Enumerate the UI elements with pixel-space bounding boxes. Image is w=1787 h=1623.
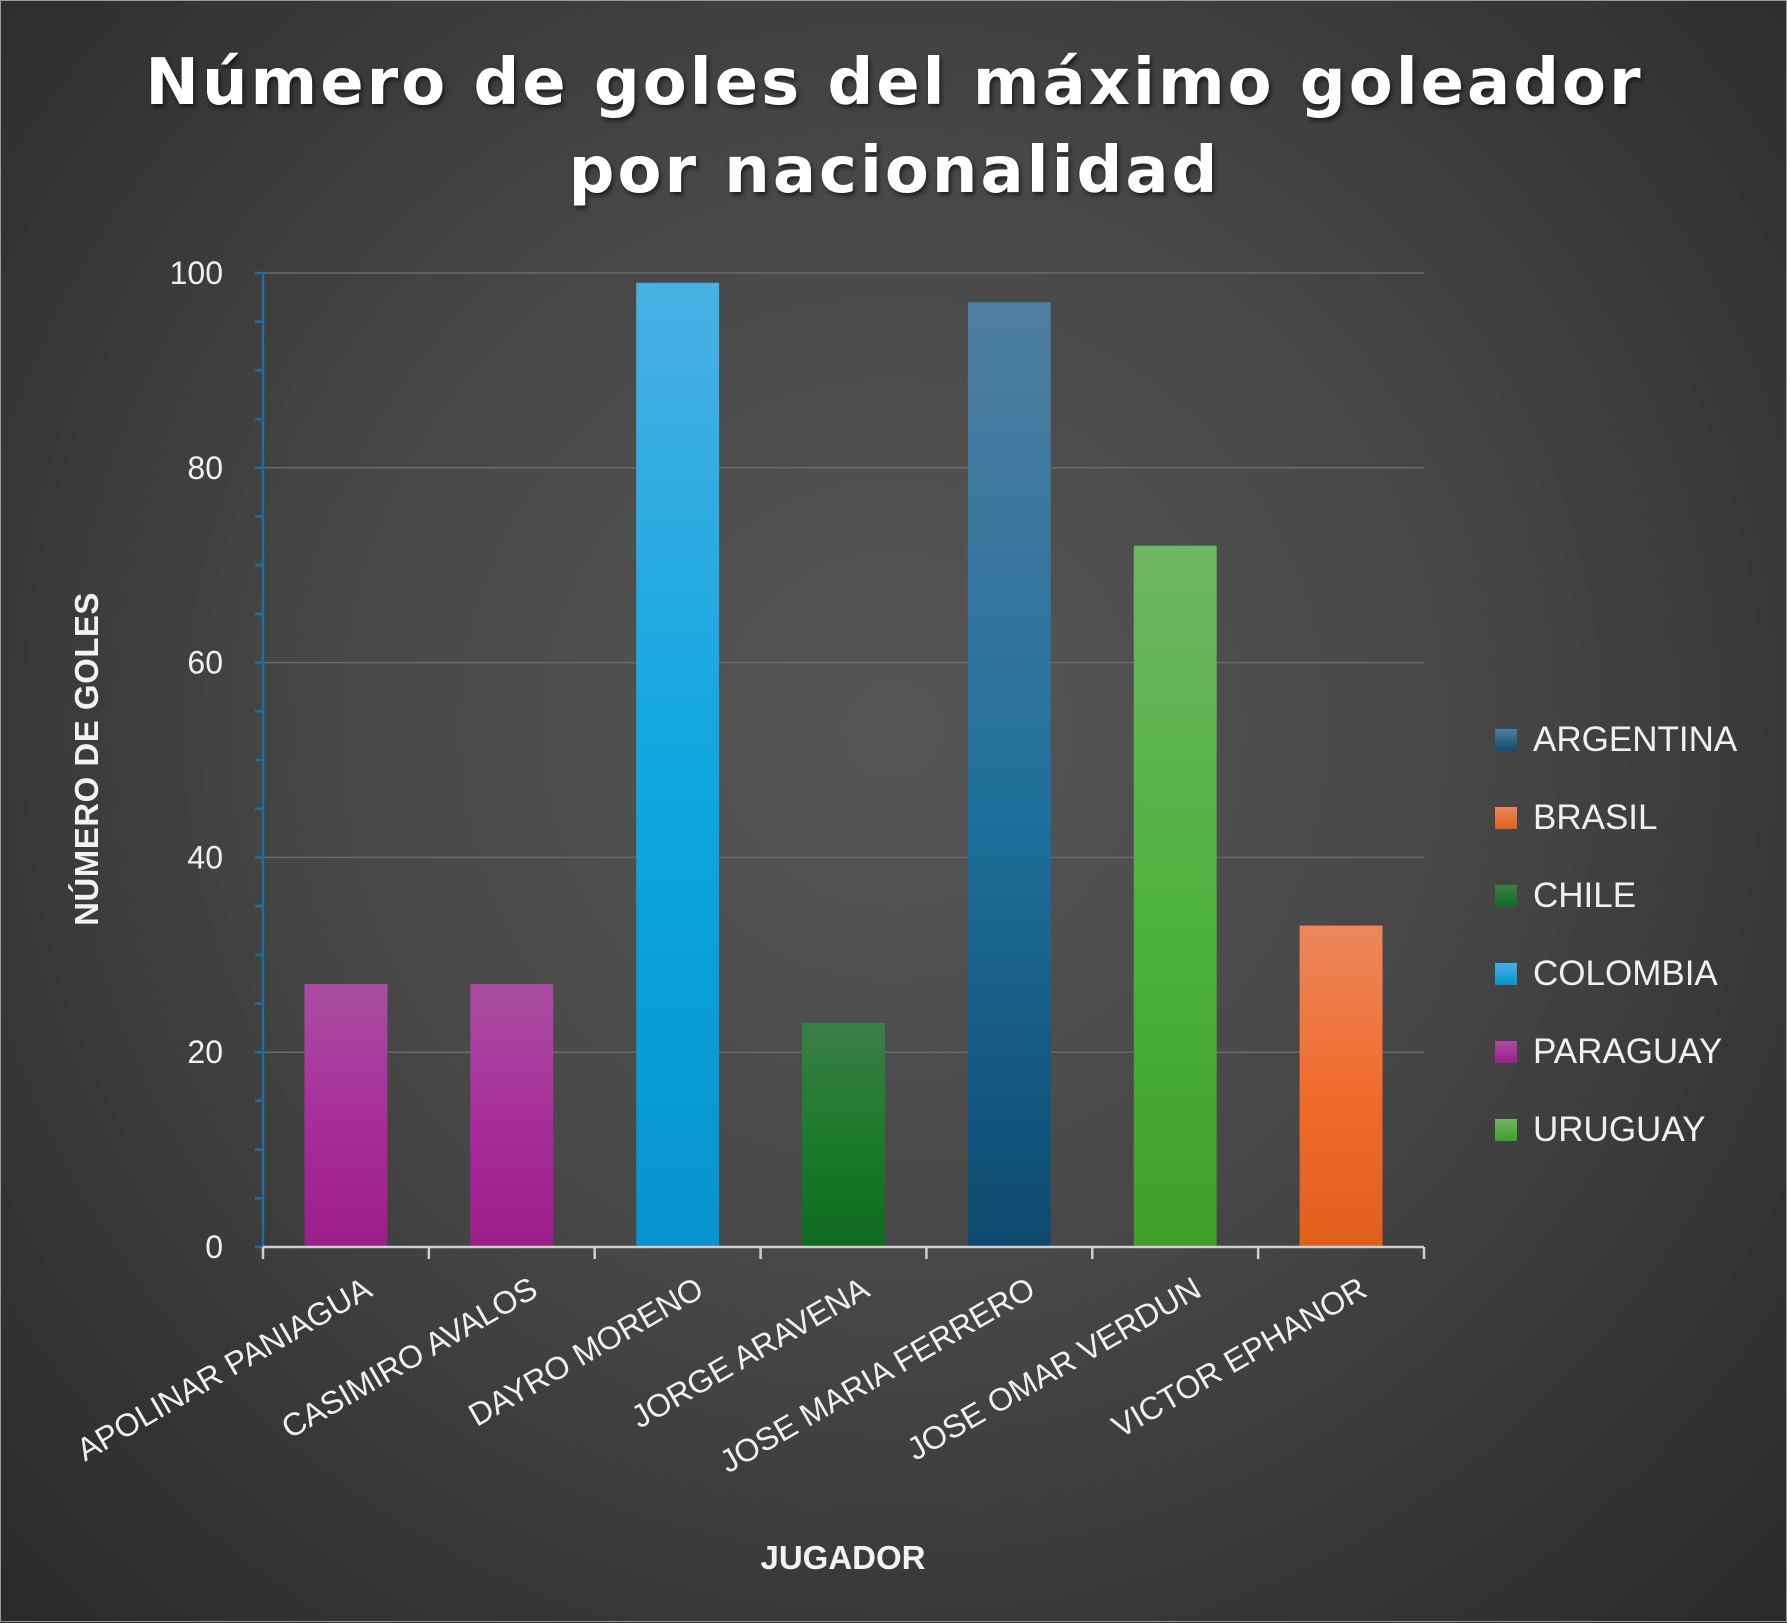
legend-swatch (1495, 963, 1517, 985)
gridlines (263, 272, 1424, 1053)
bar (470, 984, 554, 1247)
legend-label: URUGUAY (1533, 1110, 1706, 1149)
legend-swatch (1495, 729, 1517, 751)
bars (304, 282, 1383, 1248)
y-axis-title: NÚMERO DE GOLES (68, 592, 105, 926)
legend-label: PARAGUAY (1533, 1032, 1723, 1071)
legend-item: URUGUAY (1495, 1091, 1737, 1169)
legend-item: BRASIL (1495, 779, 1737, 857)
bar (1299, 925, 1383, 1247)
chart-title-line-2: por nacionalidad (568, 134, 1221, 208)
y-tick-label: 100 (170, 255, 223, 291)
chart-title-line-1: Número de goles del máximo goleador (145, 46, 1644, 120)
legend: ARGENTINA BRASIL CHILE COLOMBIA PARAGUAY URUG… (1495, 701, 1737, 1169)
bar (304, 984, 388, 1247)
bar (1133, 545, 1217, 1247)
bar (967, 302, 1051, 1248)
bar (802, 1022, 885, 1247)
y-tick-label: 80 (187, 450, 223, 486)
legend-label: COLOMBIA (1533, 954, 1718, 993)
axes (255, 271, 1426, 1259)
x-category-label: JOSE OMAR VERDUN (901, 1270, 1207, 1467)
bar (636, 282, 720, 1247)
x-category-label: JOSE MARIA FERRERO (713, 1270, 1041, 1480)
legend-label: BRASIL (1533, 798, 1658, 837)
legend-label: ARGENTINA (1533, 720, 1738, 759)
x-category-label: APOLINAR PANIAGUA (70, 1270, 378, 1468)
legend-item: CHILE (1495, 857, 1737, 935)
y-tick-label: 40 (187, 839, 223, 875)
y-tick-label: 60 (187, 645, 223, 681)
y-tick-label: 20 (187, 1034, 223, 1070)
chart-title: Número de goles del máximo goleador por … (1, 39, 1787, 215)
legend-swatch (1495, 807, 1517, 829)
legend-item: PARAGUAY (1495, 1013, 1737, 1091)
legend-label: CHILE (1533, 876, 1637, 915)
legend-item: ARGENTINA (1495, 701, 1737, 779)
legend-swatch (1495, 1041, 1517, 1063)
x-axis-title: JUGADOR (760, 1539, 926, 1576)
legend-swatch (1495, 885, 1517, 907)
legend-swatch (1495, 1119, 1517, 1141)
legend-item: COLOMBIA (1495, 935, 1737, 1013)
y-tick-label: 0 (205, 1229, 223, 1265)
